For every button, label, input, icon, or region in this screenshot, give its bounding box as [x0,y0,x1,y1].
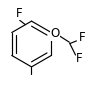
Text: F: F [76,52,83,65]
Text: F: F [16,7,23,20]
Text: F: F [78,31,85,44]
Text: O: O [51,27,60,40]
